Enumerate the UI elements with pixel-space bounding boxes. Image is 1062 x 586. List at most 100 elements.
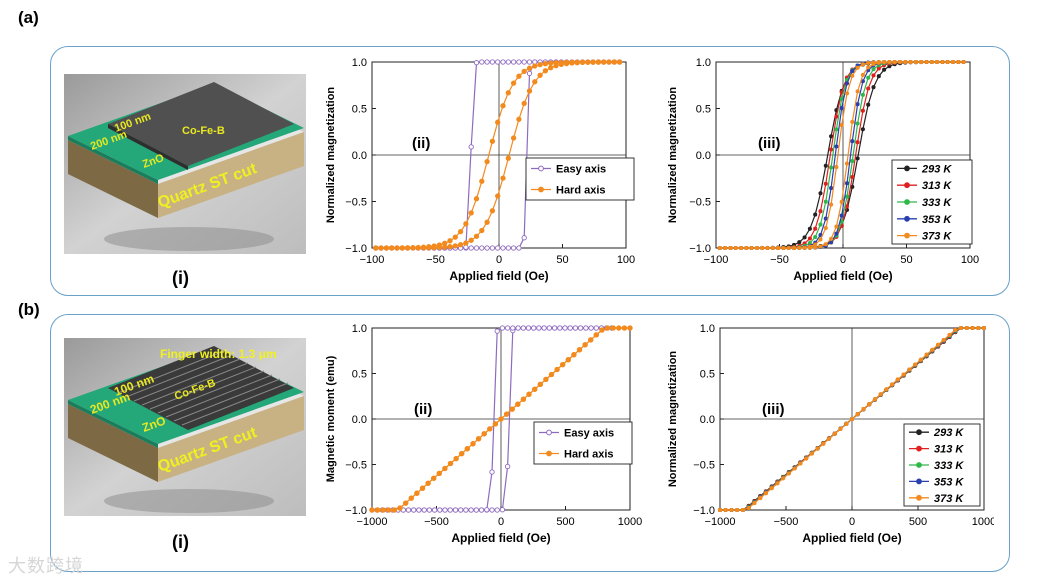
data-point (510, 59, 517, 65)
data-point (510, 80, 517, 86)
data-point (866, 75, 871, 80)
data-point (553, 60, 559, 66)
legend-marker (916, 462, 922, 468)
data-point (505, 155, 511, 161)
data-point (723, 507, 728, 513)
data-point (850, 174, 855, 180)
data-point (855, 412, 860, 417)
data-point (537, 72, 543, 78)
data-point (981, 325, 987, 331)
data-point (813, 212, 818, 217)
data-point (765, 245, 770, 251)
data-point (717, 245, 722, 251)
data-point (599, 327, 605, 333)
data-point (521, 68, 527, 75)
data-point (860, 72, 865, 77)
data-point (585, 59, 591, 65)
data-point (895, 377, 900, 382)
x-axis-label: Applied field (Oe) (451, 531, 550, 545)
data-point (813, 242, 818, 247)
data-point (738, 245, 744, 251)
data-point (495, 193, 501, 199)
data-point (537, 61, 543, 68)
data-point (484, 158, 490, 165)
data-point (844, 204, 850, 209)
data-point (924, 59, 929, 65)
data-point (494, 328, 500, 334)
data-point (500, 175, 506, 181)
data-point (516, 73, 522, 79)
series-373-k (717, 325, 987, 513)
data-point (494, 507, 500, 513)
data-point (735, 507, 740, 513)
legend-entry: 293 K (933, 427, 964, 439)
data-point (733, 245, 738, 251)
legend-marker (538, 165, 544, 172)
data-point (781, 245, 786, 251)
data-point (970, 325, 975, 331)
data-point (802, 235, 807, 240)
data-point (844, 421, 849, 426)
data-point (802, 245, 807, 250)
data-point (752, 501, 757, 506)
data-point (861, 407, 866, 412)
data-point (797, 240, 802, 245)
data-point (866, 86, 871, 91)
data-point (391, 507, 398, 513)
data-point (526, 70, 533, 77)
data-point (818, 244, 823, 249)
data-point (950, 59, 956, 65)
data-point (829, 147, 834, 152)
y-axis-label: Magnetic moment (emu) (325, 355, 337, 482)
data-point (574, 59, 580, 65)
data-point (499, 325, 506, 331)
y-tick-label: −0.5 (693, 460, 715, 472)
x-tick-label: 50 (900, 254, 912, 266)
data-point (907, 367, 912, 372)
data-point (930, 347, 935, 352)
data-point (936, 342, 941, 347)
x-tick-label: −500 (774, 516, 799, 528)
data-point (526, 88, 533, 94)
data-point (860, 108, 865, 113)
ill-a-cofeb: Co-Fe-B (182, 125, 225, 137)
legend-entry: Hard axis (564, 449, 614, 461)
x-tick-label: 500 (556, 516, 574, 528)
data-point (452, 234, 458, 240)
data-point (834, 224, 839, 229)
data-point (532, 79, 538, 85)
data-point (563, 59, 570, 65)
data-point (394, 245, 400, 251)
data-point (473, 507, 479, 513)
x-tick-label: −50 (770, 254, 789, 266)
data-point (860, 92, 865, 97)
data-point (866, 65, 871, 70)
data-point (593, 332, 599, 338)
data-point (823, 181, 828, 186)
data-point (763, 491, 768, 496)
legend-entry: Easy axis (564, 428, 614, 440)
x-tick-label: −100 (360, 254, 385, 266)
data-point (953, 327, 958, 333)
x-tick-label: 100 (961, 254, 979, 266)
x-tick-label: 1000 (972, 516, 994, 528)
data-point (809, 451, 814, 456)
panel-tag: (iii) (762, 401, 785, 418)
data-point (826, 436, 832, 441)
data-point (760, 245, 765, 251)
x-tick-label: 0 (498, 516, 504, 528)
y-tick-label: 1.0 (700, 323, 715, 335)
y-tick-label: −1.0 (693, 505, 715, 517)
data-point (536, 325, 542, 331)
data-point (958, 325, 964, 331)
data-point (884, 387, 889, 392)
data-point (818, 222, 823, 227)
data-point (855, 102, 860, 107)
data-point (447, 507, 453, 513)
data-point (543, 376, 549, 383)
data-point (744, 245, 749, 251)
data-point (520, 325, 526, 331)
data-point (484, 59, 490, 65)
data-point (495, 119, 501, 125)
data-point (838, 426, 843, 431)
